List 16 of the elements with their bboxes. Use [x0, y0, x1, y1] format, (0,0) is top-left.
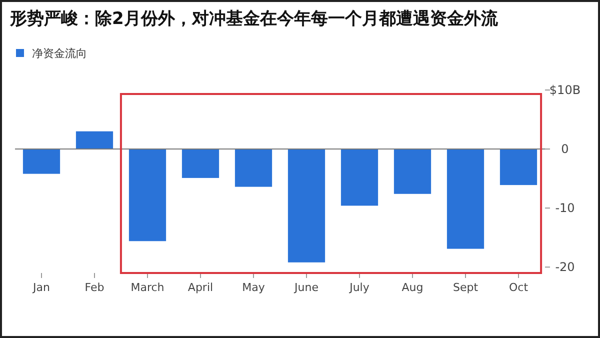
legend-label: 净资金流向: [32, 47, 87, 60]
x-tick-label: Oct: [508, 281, 529, 294]
x-tick-label: Sept: [452, 281, 479, 294]
y-tick-label: $10B: [549, 83, 581, 97]
x-tick-label: June: [294, 281, 319, 294]
x-tick-label: Jan: [32, 281, 50, 294]
y-tick-label: -10: [555, 201, 575, 216]
x-tick-label: Aug: [402, 281, 424, 294]
y-tick-label: -20: [555, 260, 575, 274]
x-tick-label: April: [188, 281, 214, 294]
x-tick-label: July: [348, 281, 370, 294]
x-tick-label: May: [242, 281, 266, 294]
chart-title: 形势严峻：除2月份外，对冲基金在今年每一个月都遭遇资金外流: [9, 9, 499, 29]
x-tick-label: Feb: [84, 281, 104, 294]
y-tick-label: 0: [561, 142, 569, 156]
x-tick-label: March: [130, 281, 164, 294]
